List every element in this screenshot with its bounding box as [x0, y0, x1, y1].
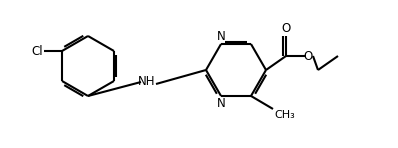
- Text: N: N: [217, 97, 225, 110]
- Text: NH: NH: [138, 74, 156, 87]
- Text: O: O: [303, 49, 312, 62]
- Text: O: O: [281, 22, 291, 35]
- Text: N: N: [217, 30, 225, 43]
- Text: CH₃: CH₃: [274, 110, 295, 120]
- Text: Cl: Cl: [31, 45, 43, 58]
